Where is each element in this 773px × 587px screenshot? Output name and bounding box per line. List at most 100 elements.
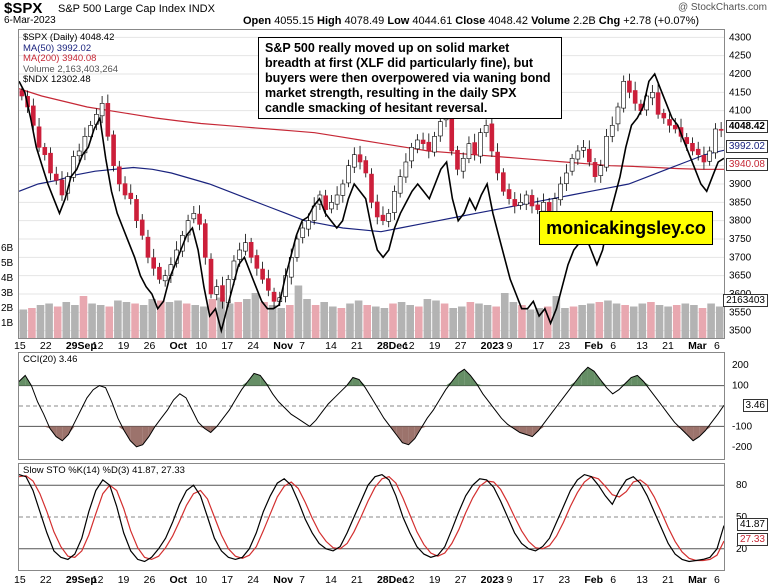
chg-label: Chg [598, 15, 621, 27]
sto-legend-text: Slow STO %K(14) %D(3) 41.87, 27.33 [23, 465, 185, 476]
volume-bar [586, 303, 595, 338]
candle-body [535, 204, 541, 210]
candle-body [202, 223, 208, 258]
candle-body [523, 194, 529, 205]
x-tick-label: 13 [636, 340, 648, 352]
x-tick-label: 23 [558, 340, 570, 352]
candle-body [71, 156, 76, 178]
candle-body [501, 172, 506, 192]
cci-oversold-fill [705, 426, 712, 431]
candle-body [42, 147, 48, 155]
cci-oversold-fill [396, 426, 403, 443]
watermark-banner: monicakingsley.co [539, 211, 713, 245]
cci-oversold-fill [686, 426, 694, 441]
volume-bar [655, 305, 664, 338]
volume-bar [182, 303, 191, 338]
volume-bar [225, 303, 234, 338]
volume-bar [28, 308, 36, 338]
x-tick-label: 14 [325, 574, 337, 586]
price-panel[interactable]: $SPX (Daily) 4048.42 MA(50) 3992.02 MA(2… [1, 29, 752, 339]
volume-bar [492, 306, 500, 338]
stochastic-panel[interactable]: Slow STO %K(14) %D(3) 41.87, 27.33 80 50 2… [18, 463, 748, 571]
volume-bar [243, 299, 251, 338]
volume-bar [715, 306, 724, 338]
x-tick-label: 17 [221, 340, 233, 352]
cci-tick-label: -100 [732, 421, 752, 432]
x-tick-label: Nov [273, 340, 293, 352]
copyright[interactable]: @ StockCharts.com [677, 2, 767, 13]
candle-body [397, 176, 403, 194]
price-chart [19, 36, 724, 338]
candle-body [306, 220, 311, 230]
candle-body [695, 148, 701, 155]
volume-bar [174, 300, 182, 338]
x-tick-label: 12 [92, 574, 104, 586]
legend-ma200: MA(200) 3940.08 [23, 53, 97, 64]
candle-body [437, 121, 443, 137]
x-tick-label: 22 [40, 340, 52, 352]
candle-body [489, 123, 495, 152]
volume-bar [389, 303, 397, 338]
legend-volume: Volume 2,163,403,264 [23, 63, 119, 75]
x-tick-label: 19 [118, 340, 130, 352]
volume-bar [552, 296, 561, 338]
candle-body [76, 150, 82, 157]
cci-overbought-fill [254, 373, 261, 386]
x-tick-label: 17 [221, 574, 233, 586]
cci-overbought-fill [637, 375, 644, 386]
volume-bar [191, 305, 200, 338]
cci-overbought-fill [587, 367, 595, 386]
candle-body [237, 249, 242, 260]
x-tick-label: 2023 [481, 340, 505, 352]
candle-body [386, 213, 392, 222]
x-tick-label: 14 [325, 340, 337, 352]
volume-bar [320, 302, 329, 338]
ma50-tag: 3992.02 [725, 140, 768, 153]
volume-bar [311, 305, 320, 338]
volume-bar [621, 305, 629, 338]
x-tick-label: Oct [170, 340, 188, 352]
volume-tick-label: 1B [1, 318, 14, 329]
volume-bar [681, 303, 690, 338]
candle-body [426, 141, 432, 152]
candle-body [351, 154, 357, 168]
volume-axis: 1B 2B 3B 4B 5B 6B [1, 243, 14, 329]
x-tick-label: 21 [662, 340, 674, 352]
cci-oversold-fill [62, 426, 69, 441]
cci-oversold-fill [532, 426, 539, 437]
volume-bar [165, 302, 174, 338]
candle-body [415, 139, 420, 150]
sto-d-tag: 27.33 [736, 533, 768, 546]
volume-bar [698, 308, 707, 338]
ohlc-summary: Open 4055.15 High 4078.49 Low 4044.61 Cl… [243, 15, 699, 27]
candle-body [214, 286, 220, 295]
candle-body [162, 275, 168, 282]
candle-body [472, 142, 477, 155]
legend-ma50: MA(50) 3992.02 [23, 42, 92, 54]
x-tick-label: Feb [584, 340, 603, 352]
candle-body [254, 255, 260, 269]
y-tick-label: 4200 [729, 69, 752, 80]
cci-panel[interactable]: CCI(20) 3.46 200 100 -100 -200 [18, 352, 752, 460]
candle-body [248, 242, 254, 258]
volume-bar [200, 306, 208, 338]
candle-body [266, 278, 271, 291]
candle-body [59, 179, 65, 196]
volume-bar [629, 306, 638, 338]
x-tick-label: 17 [533, 340, 545, 352]
volume-tag: 2163403 [723, 294, 768, 307]
cci-oversold-fill [142, 426, 149, 445]
candle-body [403, 161, 409, 178]
volume-bar [483, 305, 492, 338]
x-tick-label: 17 [533, 574, 545, 586]
candle-body [575, 150, 581, 160]
candle-body [672, 125, 678, 130]
cci-tick-label: -200 [732, 442, 752, 453]
x-tick-label: 15 [14, 340, 26, 352]
candle-body [392, 191, 397, 213]
volume-bar [372, 306, 380, 338]
cci-overbought-fill [569, 381, 576, 386]
volume-bar [457, 306, 466, 338]
x-tick-label: 6 [610, 340, 616, 352]
x-tick-label: 29Sep [66, 340, 97, 352]
